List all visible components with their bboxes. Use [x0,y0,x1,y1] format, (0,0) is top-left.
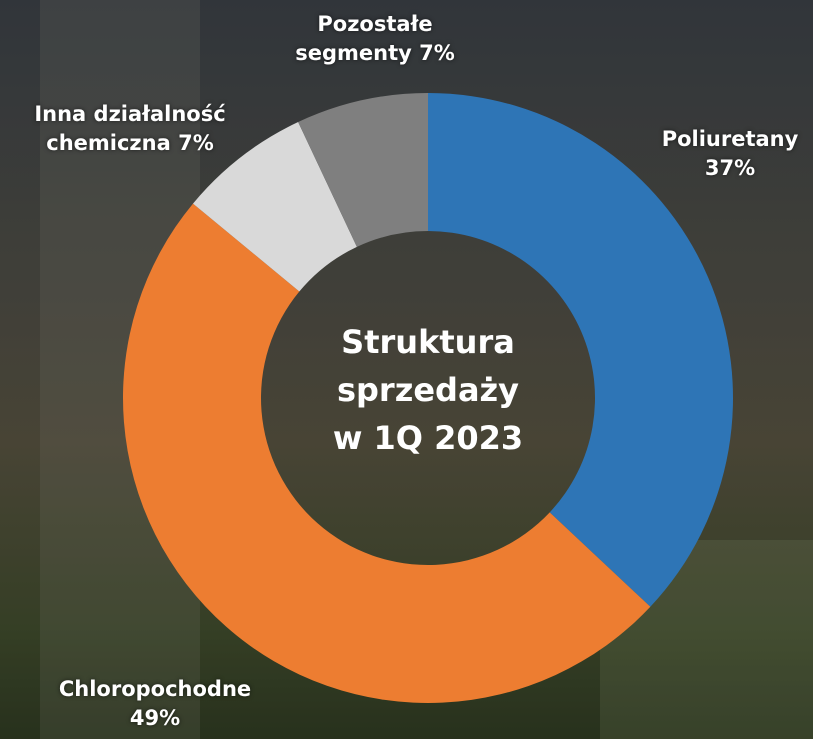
category-label: Pozostałe segmenty [295,12,433,65]
value-label: 49% [129,706,181,730]
slice-label: Poliuretany 37% [640,125,813,183]
category-label: Poliuretany [661,127,799,151]
slice-label: Chloropochodne 49% [20,675,290,733]
category-label: Inna działalność chemiczna [34,102,226,155]
slice-label: Inna działalność chemiczna 7% [20,100,240,158]
value-label: 7% [419,41,455,65]
slice-label: Pozostałe segmenty 7% [285,10,465,68]
donut-slice [192,122,357,292]
category-label: Chloropochodne [58,677,252,701]
donut-slice [428,93,734,607]
value-label: 7% [178,131,214,155]
donut-slice [298,93,428,247]
value-label: 37% [704,156,756,180]
chart-title: Struktura sprzedaży w 1Q 2023 [332,323,524,457]
donut-slice [122,203,651,704]
